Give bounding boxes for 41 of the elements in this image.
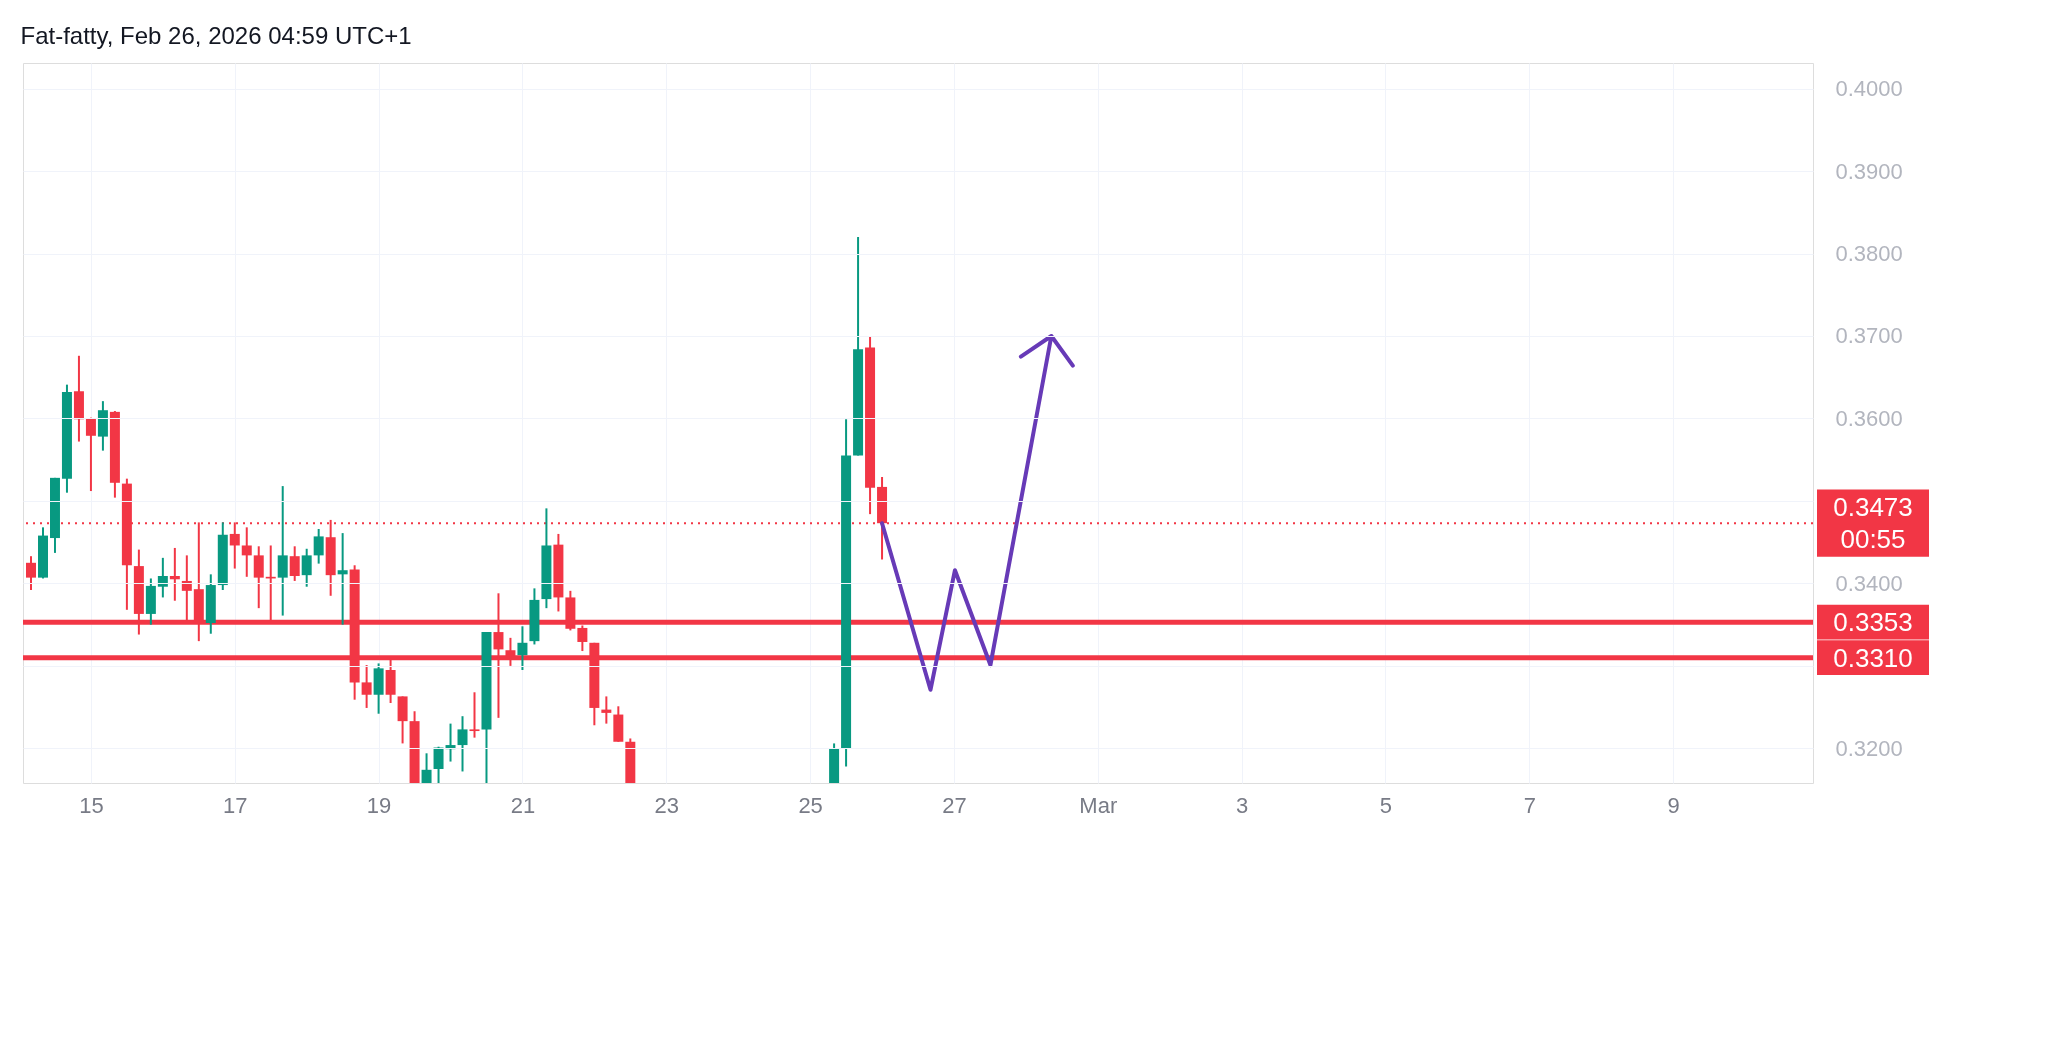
x-tick-label: 5 — [1379, 792, 1393, 818]
candlestick — [313, 527, 324, 565]
candlestick — [433, 745, 444, 784]
candlestick — [361, 664, 372, 709]
candlestick — [601, 695, 612, 725]
candlestick — [26, 555, 36, 592]
candlestick — [277, 485, 288, 617]
candlestick — [517, 625, 528, 672]
ref-line-label: 0.3310 — [1833, 642, 1913, 673]
x-tick-label: 17 — [223, 792, 248, 818]
ref-line-label: 0.3473 00:55 — [1833, 492, 1913, 555]
candlestick — [169, 546, 180, 602]
chart-title: Fat-fatty, Feb 26, 2026 04:59 UTC+1 — [20, 22, 412, 49]
x-tick-label: 21 — [510, 792, 536, 818]
candlestick — [85, 416, 96, 493]
candlestick — [337, 532, 348, 626]
y-tick-label: 0.3800 — [1835, 241, 1903, 267]
x-tick-label: Mar — [1079, 792, 1118, 818]
y-tick-label: 0.3600 — [1835, 405, 1903, 431]
y-tick-label: 0.3200 — [1835, 735, 1903, 761]
candlestick — [241, 526, 252, 578]
y-tick-label: 0.3400 — [1835, 570, 1903, 596]
x-tick-label: 19 — [366, 792, 392, 818]
candlestick — [157, 556, 168, 599]
x-tick-label: 9 — [1667, 792, 1680, 818]
x-tick-label: 25 — [798, 792, 823, 818]
y-tick-label: 0.3900 — [1835, 158, 1903, 184]
candlestick — [289, 545, 300, 582]
x-tick-label: 27 — [942, 792, 967, 818]
candlestick — [301, 547, 312, 588]
x-tick-label: 7 — [1523, 792, 1536, 818]
candlestick — [421, 752, 432, 784]
y-tick-label: 0.3700 — [1835, 323, 1903, 349]
ref-line-label: 0.3353 — [1833, 607, 1913, 638]
y-tick-label: 0.4000 — [1835, 76, 1903, 102]
x-tick-label: 3 — [1236, 792, 1249, 818]
x-tick-label: 23 — [654, 792, 680, 818]
candlestick — [253, 545, 264, 610]
candlestick — [469, 691, 480, 739]
x-tick-label: 15 — [79, 792, 104, 818]
candlestick — [457, 715, 468, 773]
